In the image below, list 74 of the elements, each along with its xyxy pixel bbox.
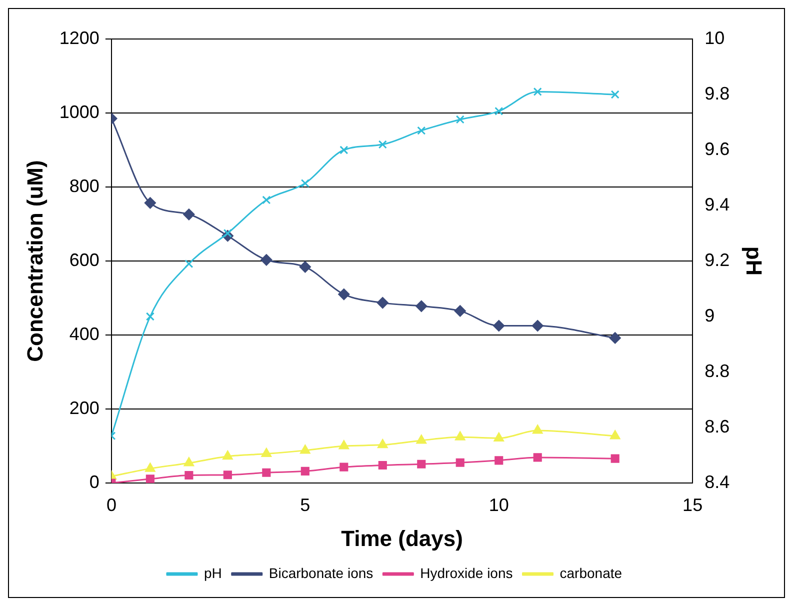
- point: [223, 470, 232, 480]
- point: [610, 430, 620, 440]
- y-tick-label: 0: [89, 472, 100, 492]
- point: [184, 259, 194, 268]
- x-axis-title: Time (days): [341, 526, 463, 551]
- x-tick-label: 15: [682, 494, 703, 515]
- point: [610, 90, 620, 99]
- point: [378, 460, 387, 470]
- point: [493, 320, 505, 332]
- x-tick-label: 5: [300, 494, 310, 515]
- y-tick-label: 1200: [59, 28, 100, 48]
- point: [299, 261, 311, 273]
- point: [338, 440, 349, 450]
- point: [417, 126, 426, 135]
- point: [610, 454, 620, 463]
- point: [454, 305, 466, 317]
- point: [532, 320, 544, 332]
- y2-tick-label: 8.8: [704, 360, 730, 381]
- point: [533, 87, 542, 96]
- point: [184, 457, 194, 466]
- y2-tick-label: 9: [704, 305, 715, 326]
- y-tick-label: 600: [69, 250, 100, 270]
- point: [532, 424, 543, 434]
- point: [494, 106, 504, 116]
- legend-label: Hydroxide ions: [420, 564, 513, 581]
- point: [494, 432, 504, 442]
- y-tick-label: 200: [69, 398, 100, 418]
- y2-tick-label: 9.6: [704, 138, 730, 159]
- y2-tick-label: 10: [704, 28, 725, 48]
- point: [144, 197, 156, 209]
- point: [145, 462, 156, 472]
- y2-tick-label: 8.4: [704, 472, 730, 492]
- point: [416, 300, 428, 312]
- point: [338, 288, 350, 300]
- point: [417, 460, 426, 468]
- point: [456, 458, 464, 467]
- point: [300, 179, 310, 188]
- x-tick-label: 0: [106, 494, 116, 515]
- y2-tick-label: 8.6: [704, 416, 730, 436]
- point: [376, 297, 388, 309]
- y-tick-label: 400: [69, 324, 100, 344]
- point: [300, 444, 310, 454]
- point: [378, 140, 387, 149]
- point: [416, 434, 426, 444]
- legend-label: Bicarbonate ions: [268, 564, 374, 581]
- point: [340, 462, 348, 472]
- point: [300, 466, 310, 476]
- point: [183, 208, 195, 220]
- y2-tick-label: 9.8: [704, 83, 730, 104]
- point: [262, 468, 271, 477]
- y2-tick-label: 9.4: [704, 194, 730, 214]
- y-axis-title: Concentration (uM): [22, 160, 48, 362]
- point: [146, 312, 154, 321]
- point: [609, 332, 621, 344]
- point: [378, 439, 388, 448]
- x-tick-label: 10: [488, 494, 509, 515]
- legend-label: carbonate: [560, 564, 622, 581]
- legend-label: pH: [204, 564, 222, 581]
- point: [340, 146, 348, 154]
- point: [261, 448, 272, 458]
- point: [262, 196, 271, 204]
- y2-tick-label: 9.2: [704, 250, 730, 270]
- point: [533, 453, 542, 462]
- y-tick-label: 800: [69, 176, 100, 196]
- point: [184, 470, 194, 480]
- y-tick-label: 1000: [59, 102, 100, 122]
- point: [223, 228, 232, 238]
- point: [455, 431, 466, 440]
- point: [456, 115, 464, 124]
- point: [494, 456, 504, 465]
- y2-axis-title: pH: [742, 246, 767, 276]
- point: [146, 474, 154, 483]
- point: [222, 450, 233, 460]
- point: [260, 254, 272, 266]
